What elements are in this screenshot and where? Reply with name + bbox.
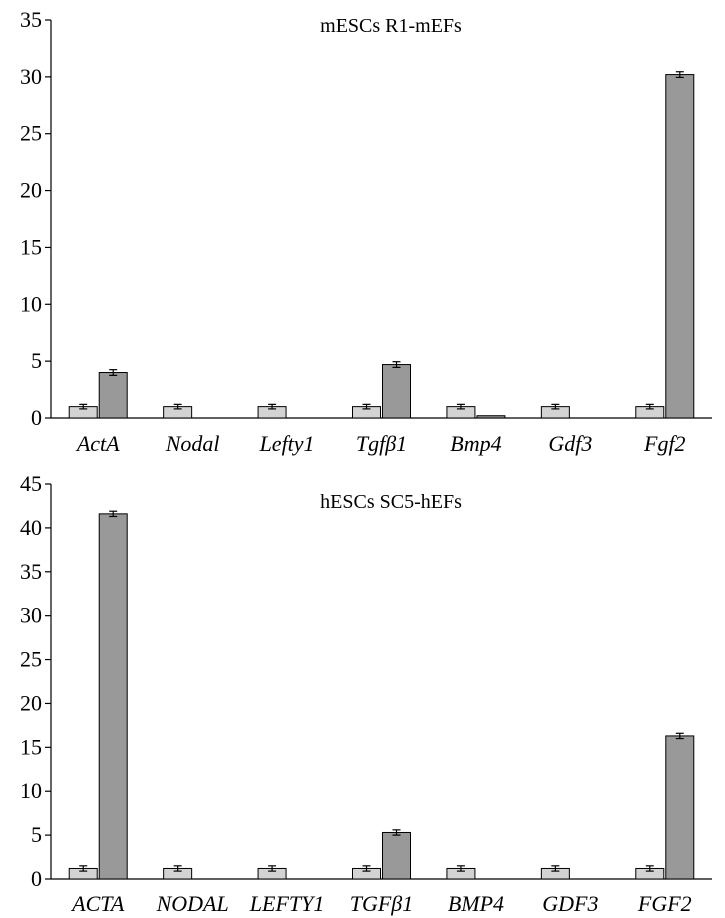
- chart-title: hESCs SC5-hEFs: [320, 491, 462, 513]
- y-tick-label: 0: [31, 866, 42, 891]
- category-label: Tgfβ1: [356, 431, 407, 456]
- category-label: ACTA: [70, 891, 125, 916]
- chart-panel-mescs: mESCs R1-mEFs 0 5 10 15 20 25 30 35 ActA Nodal Lef…: [20, 7, 712, 456]
- y-tick-label: 35: [20, 559, 42, 584]
- bar-treated: [98, 372, 128, 419]
- category-label: Gdf3: [548, 431, 592, 456]
- y-tick-label: 40: [20, 515, 42, 540]
- y-tick-label: 35: [20, 7, 42, 32]
- y-tick-label: 5: [31, 348, 42, 373]
- category-label: ActA: [75, 431, 120, 456]
- bar-treated: [665, 735, 695, 880]
- category-label: BMP4: [448, 891, 504, 916]
- category-label: LEFTY1: [249, 891, 325, 916]
- y-tick-label: 0: [31, 405, 42, 430]
- bar-treated: [665, 74, 695, 419]
- bar-treated: [382, 364, 411, 419]
- y-tick-label: 45: [20, 471, 42, 496]
- category-label: Nodal: [165, 431, 220, 456]
- y-tick-label: 15: [20, 234, 42, 259]
- category-label: Lefty1: [259, 431, 315, 456]
- y-tick-label: 20: [20, 690, 42, 715]
- bar-treated: [382, 831, 411, 880]
- chart-panel-hescs: hESCs SC5-hEFs 0 5 10 15 20 25 30 35 40 45 ACTA NOD…: [20, 471, 712, 916]
- category-label: NODAL: [156, 891, 229, 916]
- bar-treated: [98, 513, 128, 880]
- y-tick-label: 30: [20, 64, 42, 89]
- y-tick-label: 15: [20, 734, 42, 759]
- y-tick-label: 10: [20, 778, 42, 803]
- category-label: FGF2: [637, 891, 692, 916]
- category-label: Fgf2: [643, 431, 686, 456]
- category-label: Bmp4: [450, 431, 501, 456]
- y-tick-label: 30: [20, 603, 42, 628]
- y-tick-label: 5: [31, 822, 42, 847]
- y-tick-label: 20: [20, 178, 42, 203]
- bar-treated: [476, 415, 506, 419]
- y-tick-label: 25: [20, 121, 42, 146]
- chart-title: mESCs R1-mEFs: [320, 15, 462, 37]
- category-label: TGFβ1: [350, 891, 414, 916]
- y-tick-label: 10: [20, 291, 42, 316]
- category-label: GDF3: [542, 891, 598, 916]
- y-tick-label: 25: [20, 647, 42, 672]
